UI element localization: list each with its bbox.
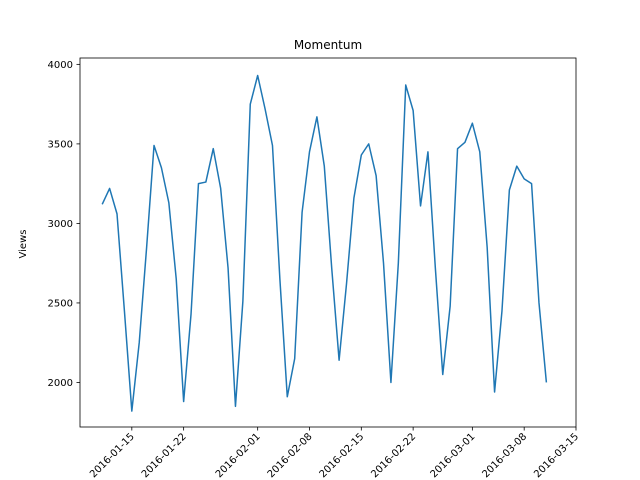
x-tick-label-2016-02-01: 2016-02-01 [214,431,263,480]
x-tick-label-2016-01-15: 2016-01-15 [88,431,137,480]
plot-area: 2000 2500 3000 3500 4000 2016-01-15 2016-01-22… [48,57,581,480]
y-tick-label-3000: 3000 [48,219,73,230]
plot-frame [79,57,577,428]
x-tick-label-2016-01-22: 2016-01-22 [140,431,189,480]
y-tick-label-3500: 3500 [48,139,73,150]
y-tick-label-2500: 2500 [48,298,73,309]
x-tick-label-2016-02-08: 2016-02-08 [266,431,315,480]
series-line-0 [101,74,548,412]
x-tick-label-2016-03-15: 2016-03-15 [532,431,581,480]
chart-title: Momentum [294,38,362,52]
y-axis-label: Views [18,230,29,259]
y-tick-label-4000: 4000 [48,60,73,71]
x-tick-label-2016-03-01: 2016-03-01 [429,431,478,480]
x-tick-label-2016-03-08: 2016-03-08 [480,431,529,480]
y-tick-label-2000: 2000 [48,378,73,389]
x-tick-label-2016-02-22: 2016-02-22 [369,431,418,480]
x-tick-label-2016-02-15: 2016-02-15 [318,431,367,480]
